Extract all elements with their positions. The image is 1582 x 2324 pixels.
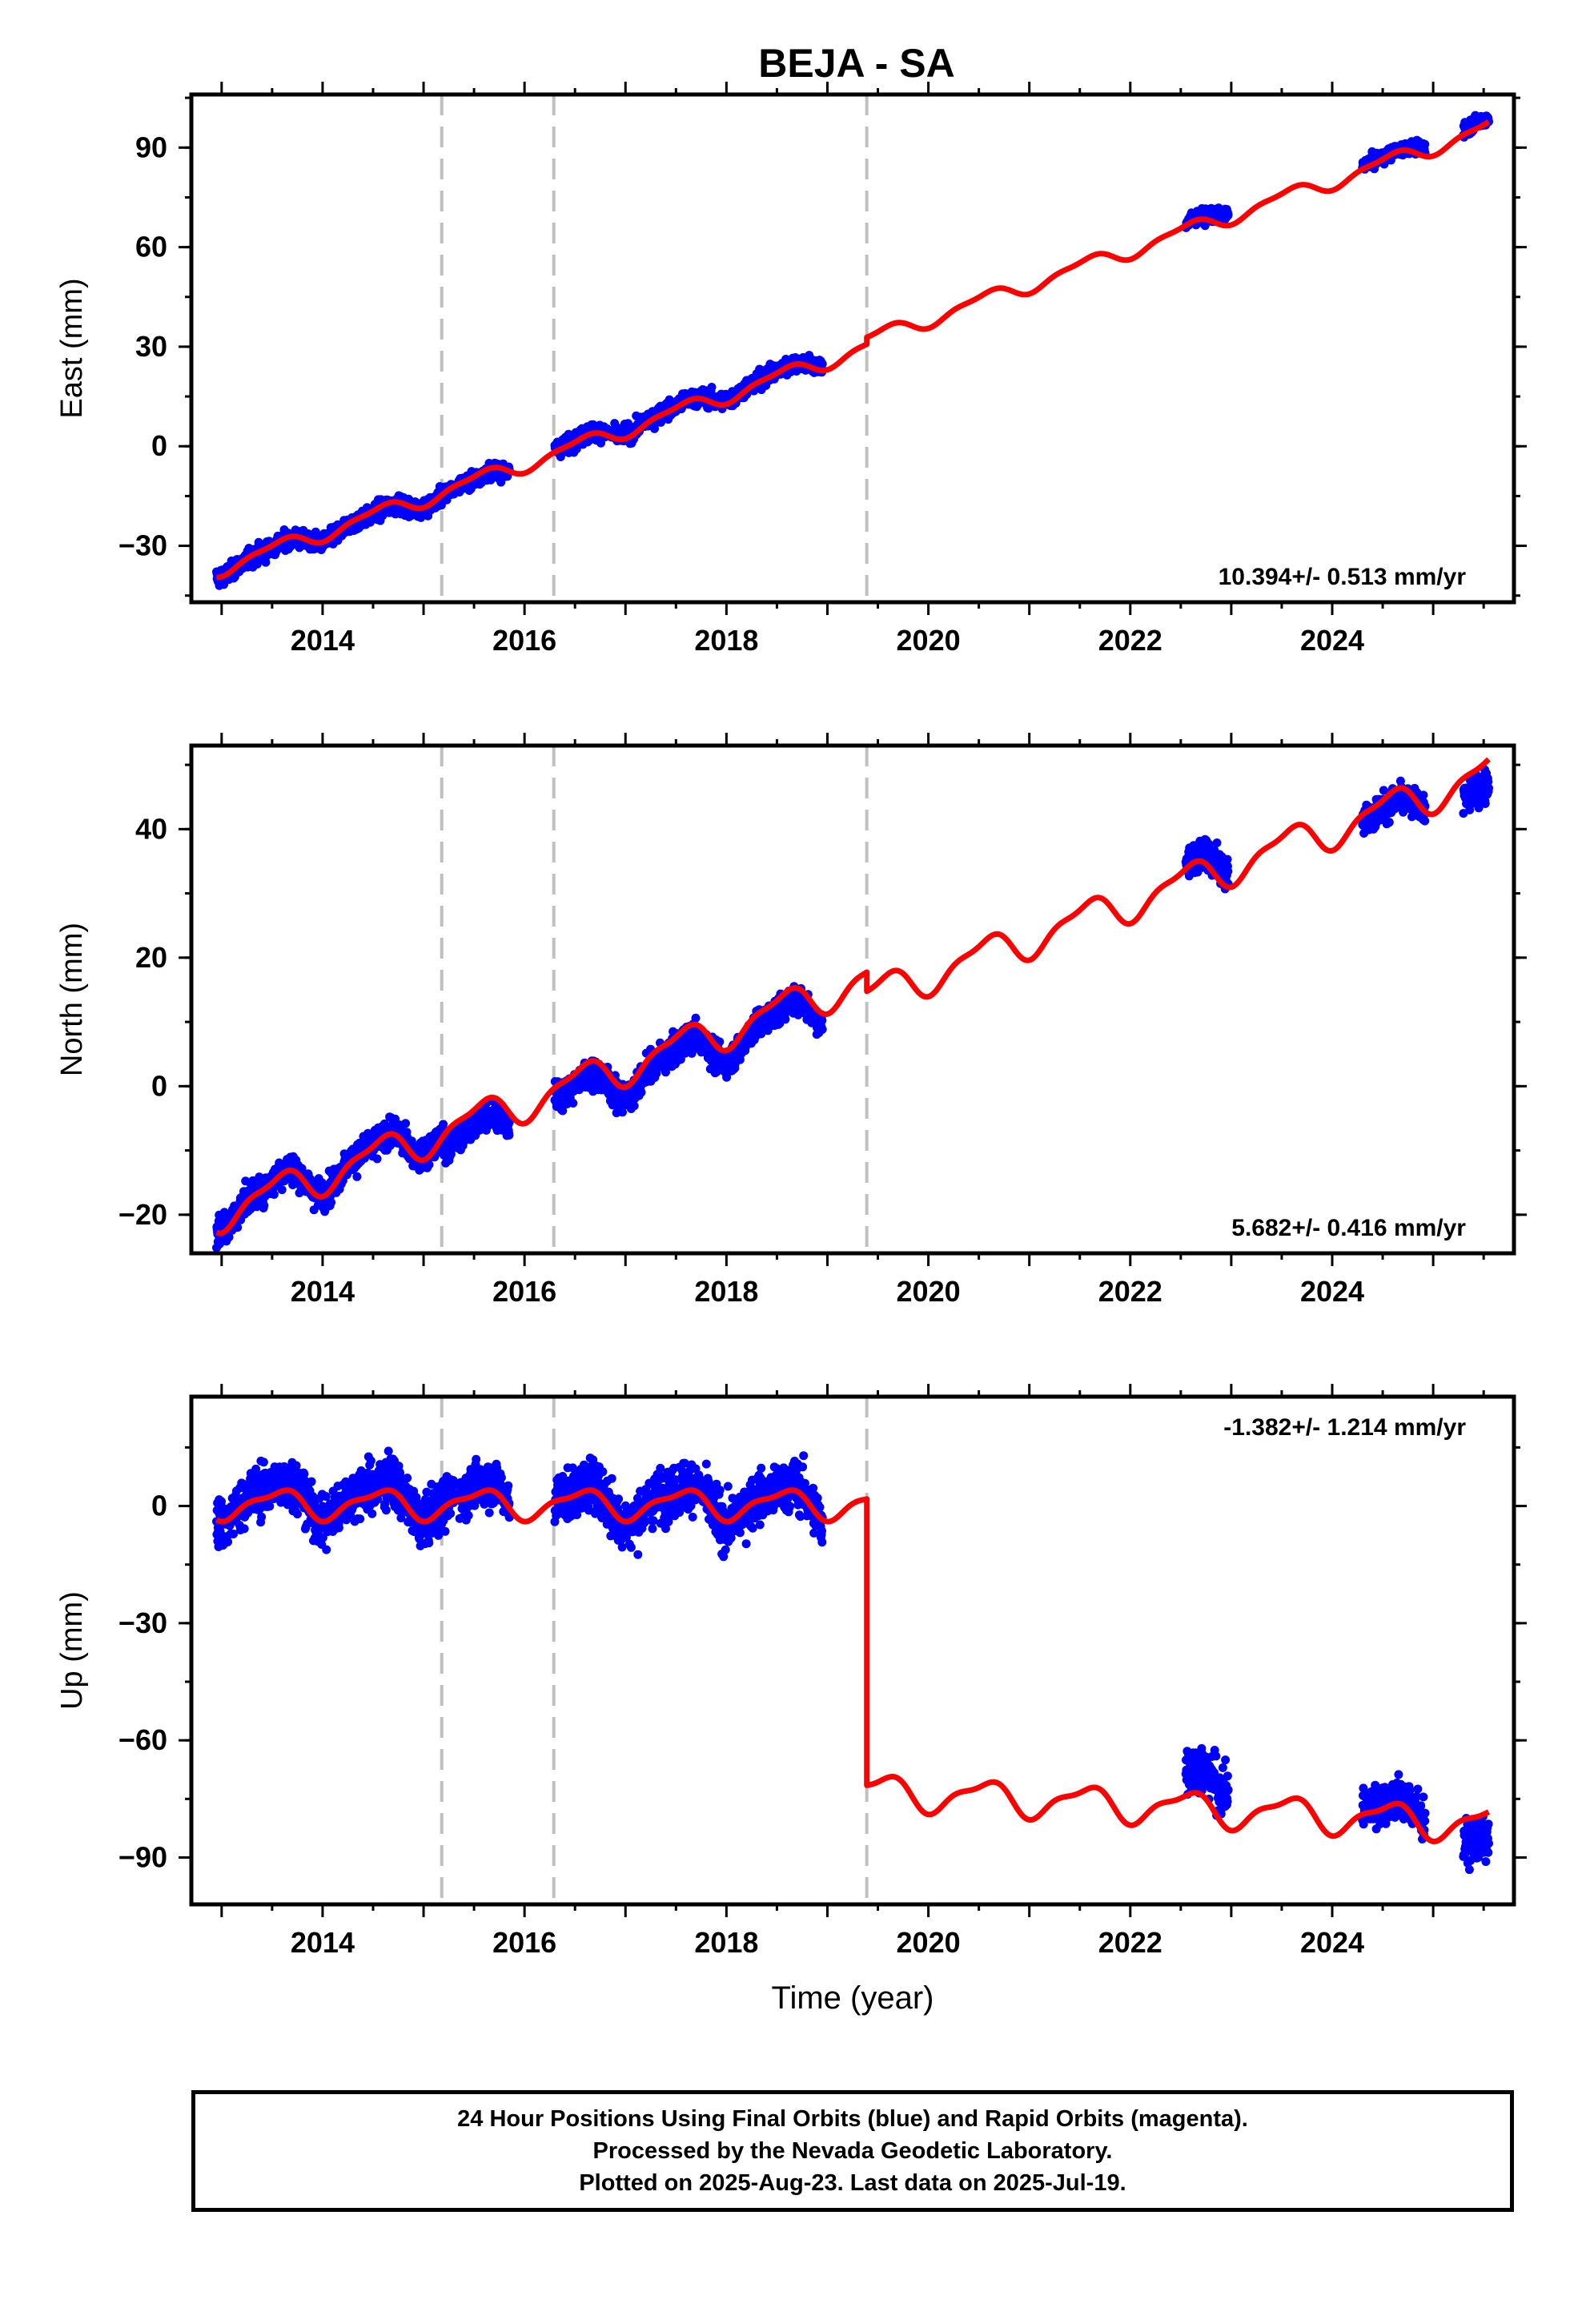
data-point xyxy=(1212,838,1222,847)
data-point xyxy=(691,1013,701,1023)
data-point xyxy=(372,1154,382,1164)
data-point xyxy=(781,1015,790,1024)
x-tick-label: 2020 xyxy=(897,624,961,657)
x-tick-label: 2018 xyxy=(694,624,758,657)
y-tick-label: 0 xyxy=(151,429,167,462)
data-point xyxy=(636,1088,646,1097)
rate-label: 10.394+/- 0.513 mm/yr xyxy=(1219,564,1467,590)
data-point xyxy=(1223,210,1233,219)
data-point xyxy=(568,1099,578,1108)
y-axis-label: East (mm) xyxy=(55,278,89,418)
x-tick-label: 2016 xyxy=(492,624,556,657)
plot-area-north xyxy=(212,746,1493,1253)
data-point xyxy=(817,1015,827,1025)
y-tick-label: 30 xyxy=(135,330,167,363)
data-point xyxy=(277,1185,287,1195)
data-point xyxy=(504,1131,514,1140)
data-point xyxy=(1420,139,1430,149)
data-point xyxy=(1420,816,1430,826)
data-point xyxy=(817,1024,827,1034)
y-tick-label: 90 xyxy=(135,131,167,163)
panel-east: −30 0 30 60 90 2014 2016 2018 2020 2022 2024 East (… xyxy=(55,82,1527,657)
plot-area-east xyxy=(212,94,1493,602)
data-point xyxy=(1384,818,1394,827)
data-point xyxy=(1223,866,1233,876)
x-tick-label: 2022 xyxy=(1098,624,1162,657)
x-tick-label: 2024 xyxy=(1300,624,1364,657)
data-point xyxy=(446,1149,456,1159)
y-tick-label: −30 xyxy=(118,529,167,562)
data-point xyxy=(259,1200,269,1210)
x-tick-label: 2014 xyxy=(291,624,355,657)
chart-title: BEJA - SA xyxy=(758,41,954,86)
data-point xyxy=(650,424,659,433)
data-point xyxy=(327,1197,336,1207)
y-tick-label: 60 xyxy=(135,231,167,263)
data-point xyxy=(817,359,827,368)
data-points-north xyxy=(212,765,1493,1252)
data-point xyxy=(269,1190,279,1199)
data-point xyxy=(707,383,717,392)
data-point xyxy=(401,1119,411,1128)
data-point xyxy=(352,1172,362,1181)
